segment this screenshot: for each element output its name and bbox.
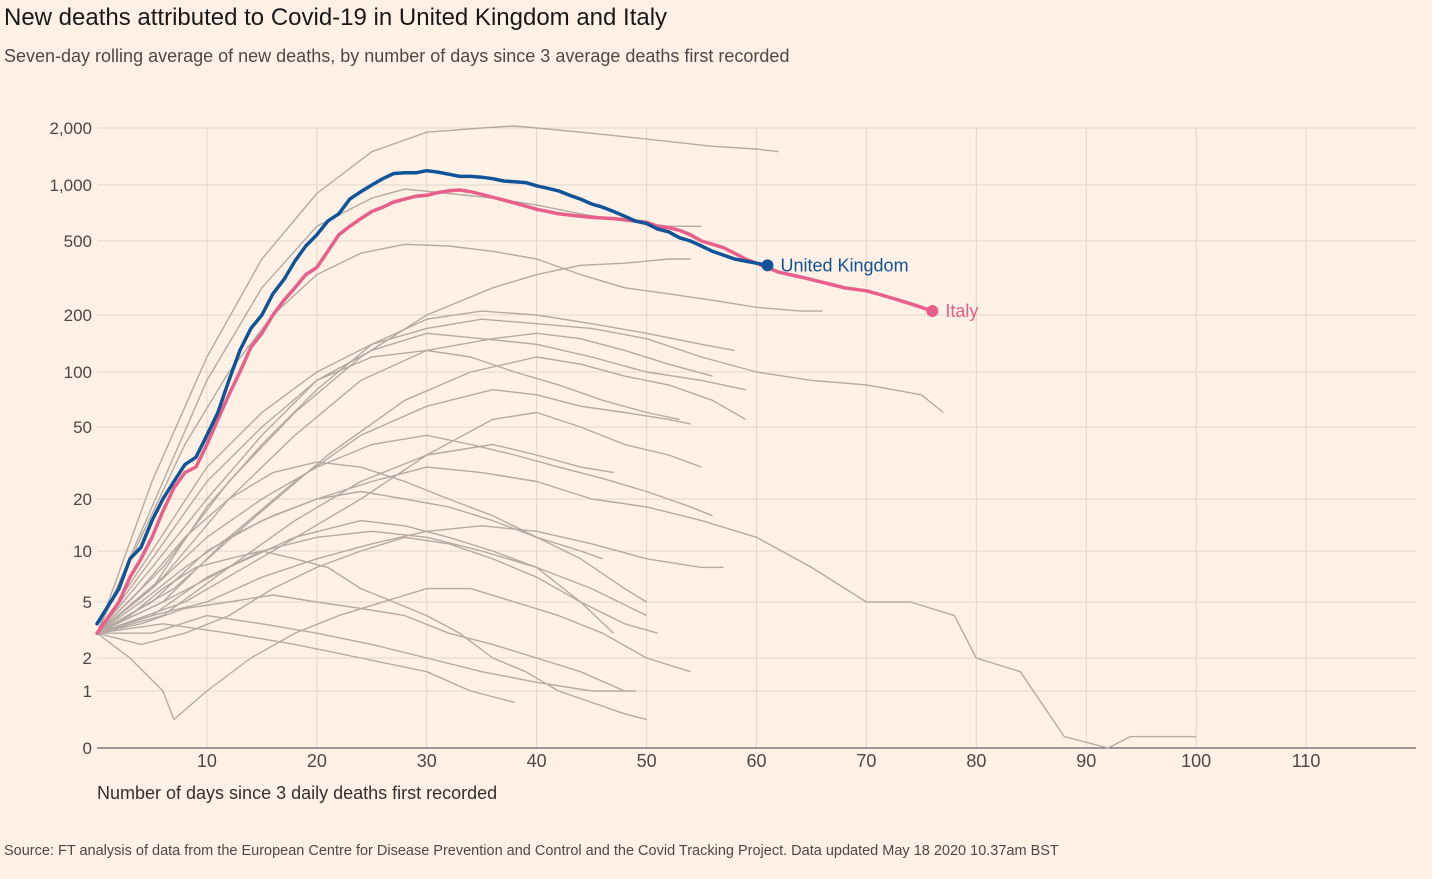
other-country-line <box>96 389 691 634</box>
other-country-line <box>96 411 702 634</box>
other-country-line <box>96 519 615 634</box>
other-country-line <box>96 332 713 634</box>
other-country-line <box>97 614 636 692</box>
other-country-line <box>96 258 691 634</box>
x-tick-label: 70 <box>856 751 876 771</box>
other-country-line <box>96 243 823 634</box>
grid <box>97 127 1416 749</box>
y-tick-label: 500 <box>64 232 92 251</box>
other-country-line <box>96 125 779 634</box>
x-tick-label: 30 <box>417 751 437 771</box>
x-tick-label: 90 <box>1076 751 1096 771</box>
x-axis-title: Number of days since 3 daily deaths firs… <box>97 783 497 803</box>
other-country-line <box>96 525 724 634</box>
other-country-line <box>96 310 735 634</box>
x-tick-label: 110 <box>1292 751 1321 771</box>
other-country-line <box>96 536 658 646</box>
italy-end-dot <box>926 305 939 318</box>
series-end-labels: Italy United Kingdom <box>780 255 978 321</box>
chart-subtitle: Seven-day rolling average of new deaths,… <box>4 46 790 66</box>
other-country-line <box>96 332 746 634</box>
x-tick-label: 10 <box>197 751 217 771</box>
other-country-lines <box>96 125 1197 749</box>
other-country-line <box>96 356 746 634</box>
other-country-line <box>96 490 603 634</box>
y-axis: 0 1 2 5 10 20 50 100 200 500 1,000 2,000 <box>49 119 92 758</box>
other-country-line <box>96 461 647 634</box>
y-tick-label: 10 <box>73 542 92 561</box>
y-tick-label: 20 <box>73 490 92 509</box>
x-tick-label: 20 <box>307 751 327 771</box>
other-country-line <box>96 443 614 634</box>
x-tick-label: 40 <box>527 751 547 771</box>
highlighted-lines <box>95 168 939 635</box>
other-country-line <box>96 434 713 634</box>
x-tick-label: 80 <box>966 751 986 771</box>
y-tick-label: 50 <box>73 418 92 437</box>
other-country-line <box>96 623 515 704</box>
y-tick-label: 0 <box>83 739 92 758</box>
other-country-line <box>96 550 647 721</box>
united-kingdom-line <box>95 168 770 626</box>
other-country-line <box>96 530 647 634</box>
united-kingdom-label: United Kingdom <box>780 255 908 275</box>
other-country-line <box>96 318 944 634</box>
other-country-line <box>96 587 691 721</box>
y-tick-label: 200 <box>64 306 92 325</box>
x-tick-label: 50 <box>637 751 657 771</box>
italy-line <box>95 188 935 635</box>
x-tick-label: 60 <box>746 751 766 771</box>
y-tick-label: 2 <box>83 649 92 668</box>
x-tick-label: 100 <box>1181 751 1211 771</box>
x-axis: 10 20 30 40 50 60 70 80 90 100 110 <box>197 751 1321 771</box>
y-tick-label: 5 <box>83 593 92 612</box>
italy-label: Italy <box>945 301 978 321</box>
chart-title: New deaths attributed to Covid-19 in Uni… <box>4 4 668 31</box>
united-kingdom-end-dot <box>761 259 774 272</box>
other-country-line <box>96 349 680 634</box>
y-tick-label: 2,000 <box>49 119 92 138</box>
y-tick-label: 100 <box>64 363 92 382</box>
y-tick-label: 1 <box>83 682 92 701</box>
source-note: Source: FT analysis of data from the Eur… <box>4 843 1059 859</box>
y-tick-label: 1,000 <box>49 176 92 195</box>
